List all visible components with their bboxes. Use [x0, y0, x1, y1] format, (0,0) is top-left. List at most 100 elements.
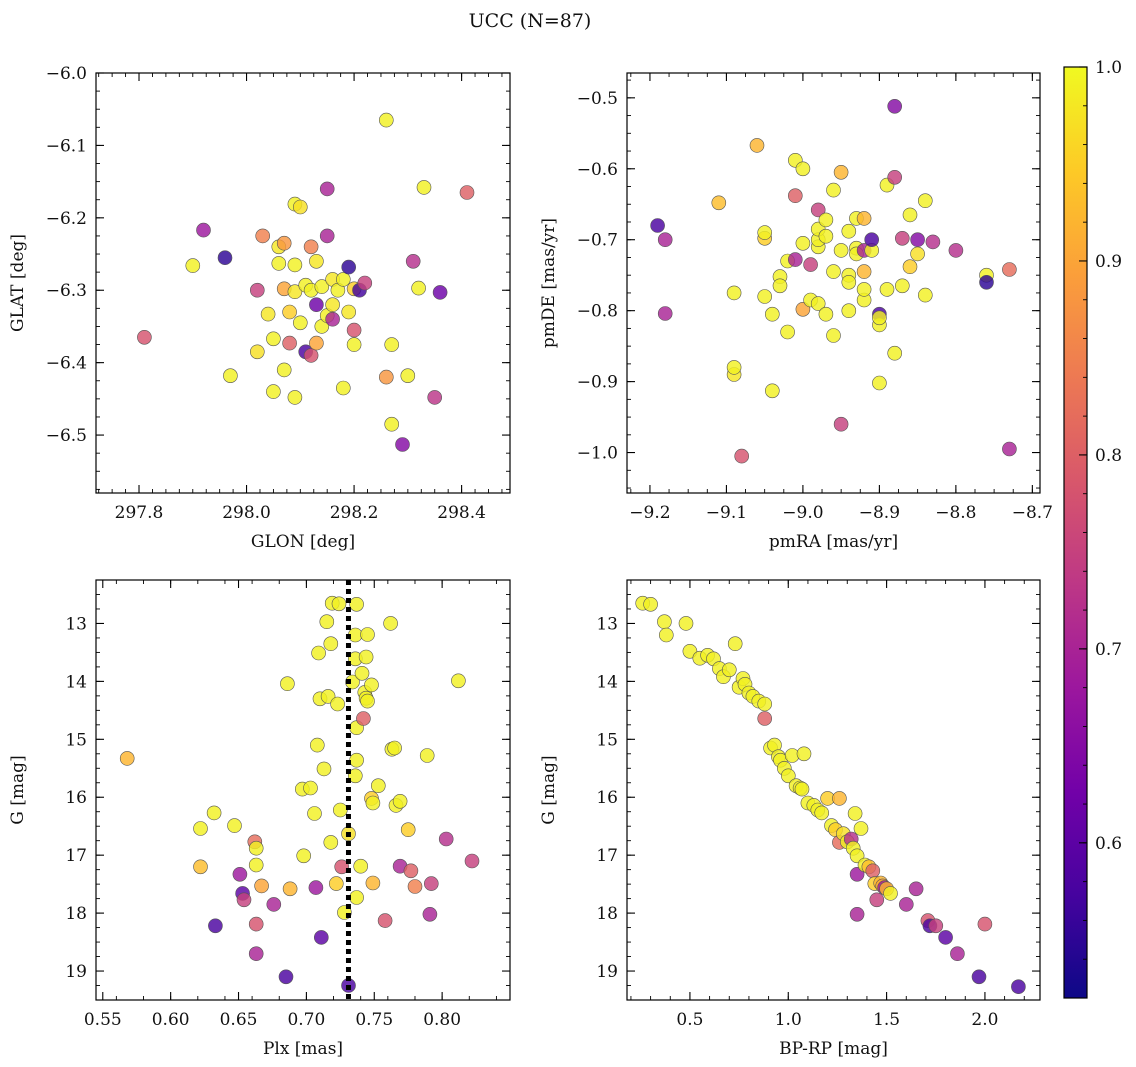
data-point	[331, 596, 347, 612]
data-point	[938, 930, 953, 945]
data-point	[308, 880, 324, 895]
data-point	[403, 863, 419, 879]
x-tick-label: 0.80	[423, 1010, 461, 1030]
data-point	[266, 331, 281, 347]
data-point	[979, 274, 994, 290]
data-point	[323, 636, 339, 652]
y-tick-label: 13	[596, 614, 618, 634]
data-point	[657, 232, 673, 247]
data-point	[236, 892, 252, 908]
data-point	[280, 676, 295, 692]
data-point	[711, 195, 727, 211]
y-tick-label: −0.9	[577, 373, 618, 393]
y-tick-label: 17	[65, 846, 87, 866]
axis-ticks	[627, 579, 1040, 1001]
data-point	[335, 272, 351, 287]
data-point	[307, 806, 322, 821]
data-point	[438, 831, 454, 847]
data-point	[249, 344, 265, 360]
data-point	[643, 596, 658, 612]
data-point	[427, 390, 443, 405]
data-point	[794, 781, 810, 797]
data-point	[296, 848, 312, 864]
plot-frame	[95, 579, 511, 1001]
y-tick-label: 16	[65, 788, 87, 808]
y-tick-label: 13	[65, 614, 87, 634]
data-point	[287, 284, 303, 300]
data-point	[358, 649, 374, 665]
data-point	[311, 645, 326, 661]
x-tick-label: −9.2	[629, 503, 670, 523]
data-point	[908, 881, 924, 897]
y-tick-label: 14	[596, 672, 618, 692]
data-point	[303, 239, 319, 255]
x-tick-label: 1.5	[873, 1010, 900, 1030]
data-point	[357, 275, 373, 291]
data-point	[276, 362, 292, 378]
x-axis-label: GLON [deg]	[251, 532, 355, 552]
data-point	[193, 821, 208, 836]
data-point	[384, 337, 400, 352]
y-tick-label: 17	[596, 846, 618, 866]
data-point	[314, 279, 330, 294]
data-point	[832, 791, 847, 806]
data-point	[883, 886, 898, 901]
data-point	[400, 368, 416, 384]
data-point	[910, 246, 925, 262]
data-point	[894, 278, 910, 294]
data-point	[353, 858, 369, 874]
data-point	[928, 918, 944, 934]
data-point	[266, 384, 281, 399]
y-tick-label: 19	[596, 962, 618, 982]
data-point	[248, 916, 264, 932]
data-point	[726, 360, 742, 375]
scatter-panel-4: 0.5 1.0 1.5 2.0 13 14 15 16 17 18 19 BP-RP [mag] G […	[539, 579, 1041, 1059]
y-axis-label: G [mag]	[8, 755, 28, 824]
data-point	[119, 751, 135, 766]
x-tick-label: 0.75	[355, 1010, 393, 1030]
data-point	[887, 345, 903, 361]
data-point	[910, 232, 925, 247]
data-point	[313, 930, 329, 945]
x-axis-label: BP-RP [mag]	[779, 1039, 888, 1059]
data-point	[309, 737, 325, 753]
data-point	[917, 287, 933, 303]
scatter-points	[137, 112, 475, 452]
data-point	[332, 802, 348, 818]
data-point	[248, 857, 264, 873]
data-point	[232, 866, 248, 882]
colorbar: 0.6 0.7 0.8 0.9 1.0	[1063, 58, 1122, 999]
data-point	[898, 897, 914, 912]
data-point	[826, 182, 841, 198]
data-point	[787, 188, 803, 203]
data-point	[349, 752, 364, 768]
data-point	[757, 696, 773, 712]
data-point	[411, 280, 426, 296]
data-point	[977, 916, 993, 932]
data-point	[287, 257, 303, 273]
y-tick-label: 15	[596, 730, 618, 750]
data-point	[721, 662, 737, 678]
data-point	[365, 795, 381, 811]
data-point	[282, 335, 297, 351]
y-tick-label: −6.4	[46, 354, 87, 374]
data-point	[749, 138, 765, 153]
y-axis-label: GLAT [deg]	[8, 234, 28, 332]
data-point	[309, 253, 324, 269]
data-point	[248, 946, 264, 962]
data-point	[276, 235, 292, 251]
data-point	[757, 225, 773, 240]
data-point	[356, 711, 371, 726]
x-axis-label: pmRA [mas/yr]	[769, 532, 898, 552]
y-tick-label: −6.0	[46, 64, 87, 84]
data-point	[354, 665, 370, 681]
y-tick-label: −6.2	[46, 209, 87, 229]
data-point	[223, 368, 238, 384]
data-point	[360, 627, 375, 642]
y-tick-label: 16	[596, 788, 618, 808]
data-point	[378, 369, 394, 385]
data-point	[734, 448, 750, 464]
data-point	[803, 257, 818, 272]
data-point	[319, 614, 335, 630]
data-point	[464, 853, 480, 869]
